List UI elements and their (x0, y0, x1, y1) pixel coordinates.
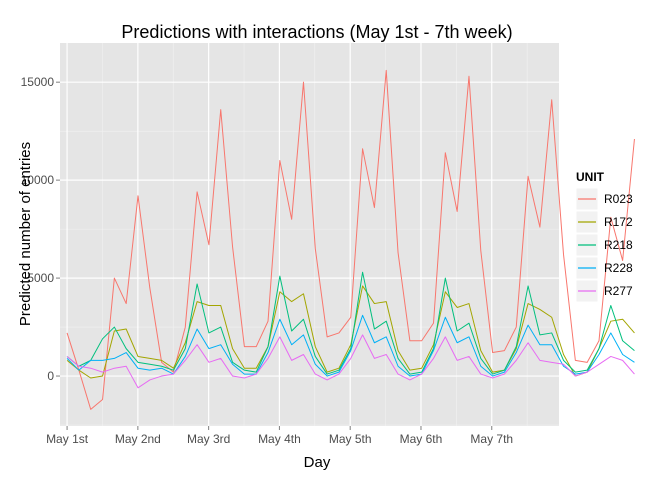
legend: UNIT R023 R172 R218 R228 R277 (575, 170, 633, 303)
y-tick-label: 10000 (21, 173, 55, 187)
y-axis-title: Predicted number of entries (17, 142, 34, 326)
x-tick-label: May 7th (470, 432, 513, 446)
legend-items: R023 R172 R218 R228 R277 (575, 187, 633, 303)
legend-item-r023: R023 (575, 187, 633, 211)
y-tick-label: 5000 (27, 271, 54, 285)
x-axis-title: Day (304, 454, 331, 471)
x-tick-label: May 6th (400, 432, 443, 446)
legend-label: R172 (604, 215, 633, 229)
legend-item-r277: R277 (575, 279, 633, 303)
legend-item-r218: R218 (575, 233, 633, 257)
x-tick-label: May 5th (329, 432, 372, 446)
series-lines (66, 69, 635, 410)
x-tick-label: May 3rd (187, 432, 230, 446)
legend-title: UNIT (576, 170, 605, 184)
x-axis-ticks: May 1st May 2nd May 3rd May 4th May 5th May 6… (46, 426, 513, 446)
y-tick-label: 0 (47, 369, 54, 383)
series-line-r228 (66, 314, 635, 377)
legend-label: R277 (604, 284, 633, 298)
chart-title: Predictions with interactions (May 1st -… (121, 22, 512, 42)
legend-item-r228: R228 (575, 256, 633, 280)
series-line-r023 (66, 69, 635, 410)
x-tick-label: May 2nd (115, 432, 161, 446)
y-axis-ticks: 0 5000 10000 15000 (21, 75, 60, 383)
x-tick-label: May 4th (258, 432, 301, 446)
y-tick-label: 15000 (21, 75, 55, 89)
series-line-r218 (66, 271, 635, 375)
legend-item-r172: R172 (575, 210, 633, 234)
x-tick-label: May 1st (46, 432, 89, 446)
legend-label: R218 (604, 238, 633, 252)
series-line-r277 (66, 334, 635, 389)
legend-label: R023 (604, 192, 633, 206)
legend-label: R228 (604, 261, 633, 275)
series-line-r172 (66, 285, 635, 379)
